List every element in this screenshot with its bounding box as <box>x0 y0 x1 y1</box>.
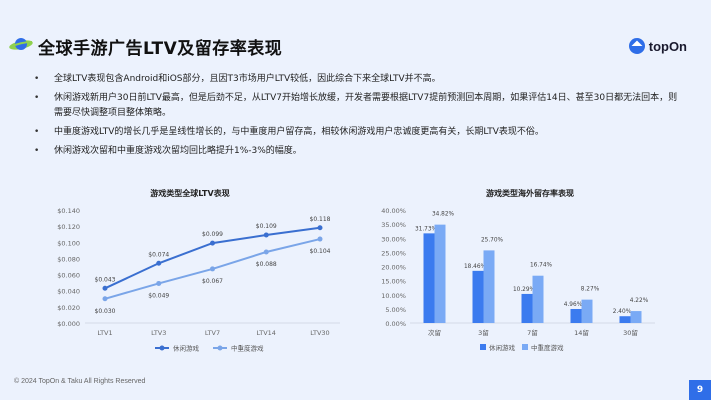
data-point <box>317 225 323 231</box>
data-label: 10.29% <box>513 287 536 293</box>
y-tick-label: $0.140 <box>57 207 80 215</box>
data-label: $0.118 <box>310 216 331 223</box>
y-tick-label: 15.00% <box>381 278 406 286</box>
y-tick-label: 10.00% <box>381 292 406 300</box>
legend-label: 中重度游戏 <box>531 343 564 352</box>
data-label: $0.043 <box>95 276 116 283</box>
y-tick-label: $0.000 <box>57 320 80 328</box>
y-tick-label: 35.00% <box>381 221 406 229</box>
legend-label: 中重度游戏 <box>231 344 264 353</box>
data-point <box>102 285 108 291</box>
bar <box>581 299 593 323</box>
data-point <box>210 266 215 272</box>
retention-bar-chart: 游戏类型海外留存率表现 0.00% 5.00% 10.00% 15.00% 20.00%… <box>365 180 695 360</box>
bar <box>521 293 533 323</box>
data-label: 4.96% <box>564 302 583 308</box>
x-tick-label: LTV1 <box>97 329 112 337</box>
page-number: 9 <box>689 380 711 400</box>
topon-logo-icon <box>628 38 645 54</box>
x-tick-label: 7留 <box>527 328 538 337</box>
data-label: 4.22% <box>630 298 649 304</box>
data-label: $0.088 <box>256 261 277 268</box>
x-tick-label: 3留 <box>478 328 489 337</box>
data-label: $0.104 <box>310 248 331 255</box>
chart-title: 游戏类型全球LTV表现 <box>150 189 230 198</box>
y-tick-label: $0.080 <box>57 255 80 263</box>
y-tick-label: $0.100 <box>57 239 80 247</box>
data-point <box>102 296 108 302</box>
page-title: 全球手游广告LTV及留存率表现 <box>38 39 283 59</box>
chart-title: 游戏类型海外留存率表现 <box>486 189 574 198</box>
y-tick-label: 0.00% <box>385 320 406 328</box>
y-tick-label: 25.00% <box>381 249 406 257</box>
bar <box>630 311 642 323</box>
bar <box>434 224 446 323</box>
bullet-item: 休闲游戏次留和中重度游戏次留均回比略提升1%-3%的幅度。 <box>34 144 684 159</box>
y-tick-label: $0.020 <box>57 304 80 312</box>
slide-header: 全球手游广告LTV及留存率表现 topOn <box>0 30 711 62</box>
y-tick-label: $0.120 <box>57 223 80 231</box>
y-tick-label: 5.00% <box>385 306 406 314</box>
bar <box>532 275 544 323</box>
x-tick-label: LTV14 <box>257 329 276 337</box>
bar <box>483 250 495 323</box>
data-label: 25.70% <box>481 237 504 243</box>
data-label: 18.46% <box>464 264 487 270</box>
bar <box>570 308 582 323</box>
bar <box>619 316 631 323</box>
bar-chart-plot: 0.00% 5.00% 10.00% 15.00% 20.00% 25.00% 30.00%… <box>381 207 655 352</box>
data-label: 16.74% <box>530 263 553 269</box>
bullet-item: 全球LTV表现包含Android和iOS部分，且因T3市场用户LTV较低，因此综… <box>34 72 684 87</box>
data-label: $0.030 <box>95 308 116 315</box>
data-label: 31.73% <box>415 226 438 232</box>
line-chart-plot: $0.000 $0.020 $0.040 $0.060 $0.080 $0.100 $0.1… <box>57 207 340 353</box>
data-label: $0.109 <box>256 223 277 230</box>
planet-icon <box>9 38 33 50</box>
data-label: $0.099 <box>202 231 223 238</box>
data-label: $0.067 <box>202 278 223 285</box>
data-label: $0.049 <box>148 292 169 299</box>
x-tick-label: 14留 <box>574 328 589 337</box>
bullet-item: 中重度游戏LTV的增长几乎是呈线性增长的，与中重度用户留存高，相较休闲游戏用户忠… <box>34 125 684 140</box>
data-point <box>210 240 215 246</box>
data-point <box>317 236 323 242</box>
data-point <box>156 280 162 286</box>
x-tick-label: LTV3 <box>151 329 166 337</box>
data-point <box>156 260 162 266</box>
bullet-list: 全球LTV表现包含Android和iOS部分，且因T3市场用户LTV较低，因此综… <box>34 72 684 163</box>
y-tick-label: $0.060 <box>57 272 80 280</box>
data-point <box>263 249 269 255</box>
y-tick-label: 40.00% <box>381 207 406 215</box>
data-label: 8.27% <box>581 287 600 293</box>
data-label: 2.40% <box>613 309 632 315</box>
y-tick-label: 30.00% <box>381 235 406 243</box>
y-tick-label: $0.040 <box>57 288 80 296</box>
copyright: © 2024 TopOn & Taku All Rights Reserved <box>14 378 146 385</box>
x-tick-label: LTV7 <box>205 329 220 337</box>
y-tick-label: 20.00% <box>381 264 406 272</box>
x-tick-label: 30留 <box>623 328 638 337</box>
bar <box>472 270 484 323</box>
bullet-item: 休闲游戏新用户30日前LTV最高，但是后劲不足，从LTV7开始增长放缓，开发者需… <box>34 91 684 121</box>
legend-label: 休闲游戏 <box>489 343 516 352</box>
data-label: $0.074 <box>148 251 169 258</box>
topon-logo: topOn <box>628 38 687 54</box>
legend-label: 休闲游戏 <box>173 344 200 353</box>
data-label: 34.82% <box>432 212 455 218</box>
x-tick-label: LTV30 <box>310 329 329 337</box>
ltv-line-chart: 游戏类型全球LTV表现 $0.000 $0.020 $0.040 $0.060 $0.0… <box>20 180 360 360</box>
data-point <box>263 232 269 238</box>
bar <box>423 233 435 323</box>
topon-logo-text: topOn <box>648 38 687 54</box>
x-tick-label: 次留 <box>428 328 441 337</box>
